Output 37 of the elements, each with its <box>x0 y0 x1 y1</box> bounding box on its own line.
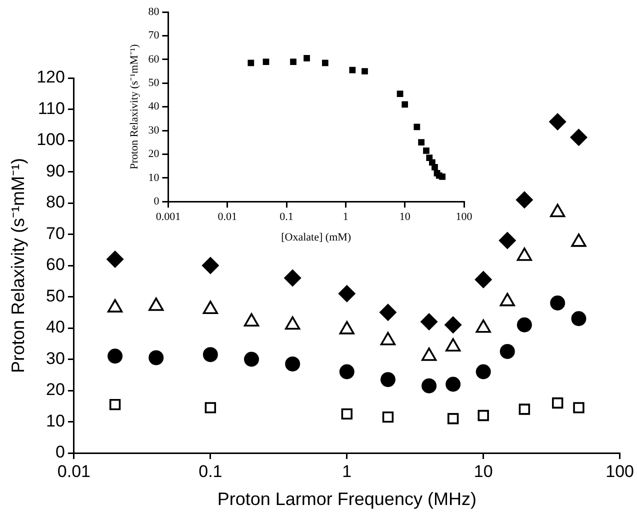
x-axis-title: [Oxalate] (mM) <box>281 231 352 244</box>
y-axis-title: Proton Relaxivity (s⁻¹mM⁻¹) <box>8 158 28 374</box>
x-axis-title: Proton Larmor Frequency (MHz) <box>217 489 476 510</box>
y-tick-label: 120 <box>36 68 65 87</box>
y-tick-label: 0 <box>154 195 160 208</box>
y-tick-label: 50 <box>148 76 160 89</box>
y-tick-label: 20 <box>148 148 160 160</box>
x-tick-label: 0.001 <box>156 211 181 224</box>
y-tick-label: 40 <box>148 100 160 113</box>
x-tick-label: 0.01 <box>218 211 237 224</box>
y-tick-label: 110 <box>38 98 65 118</box>
y-tick-label: 30 <box>148 124 160 136</box>
x-tick-label: 100 <box>606 462 634 481</box>
x-tick-label: 100 <box>456 211 473 224</box>
x-tick-label: 0.1 <box>280 211 294 224</box>
x-tick-label: 10 <box>474 462 493 481</box>
y-tick-label: 20 <box>46 380 65 400</box>
y-tick-label: 60 <box>148 53 160 66</box>
y-tick-label: 40 <box>46 318 65 337</box>
y-tick-label: 30 <box>46 348 65 368</box>
y-tick-label: 70 <box>46 224 65 243</box>
x-tick-label: 0.1 <box>198 462 222 481</box>
y-tick-label: 70 <box>148 30 160 42</box>
y-tick-label: 10 <box>46 411 65 430</box>
y-tick-label: 90 <box>46 161 65 180</box>
y-axis-title: Proton Relaxivity (s⁻¹mM⁻¹) <box>128 44 140 170</box>
y-tick-label: 80 <box>46 192 65 212</box>
x-tick-label: 10 <box>399 211 411 224</box>
x-tick-label: 1 <box>342 462 352 481</box>
y-tick-label: 80 <box>148 6 160 18</box>
y-tick-label: 60 <box>46 255 65 274</box>
y-tick-label: 100 <box>36 130 65 150</box>
y-tick-label: 0 <box>55 442 65 462</box>
y-tick-label: 10 <box>148 172 160 184</box>
x-tick-label: 1 <box>342 211 348 224</box>
x-tick-label: 0.01 <box>57 462 91 481</box>
y-tick-label: 50 <box>46 286 65 306</box>
